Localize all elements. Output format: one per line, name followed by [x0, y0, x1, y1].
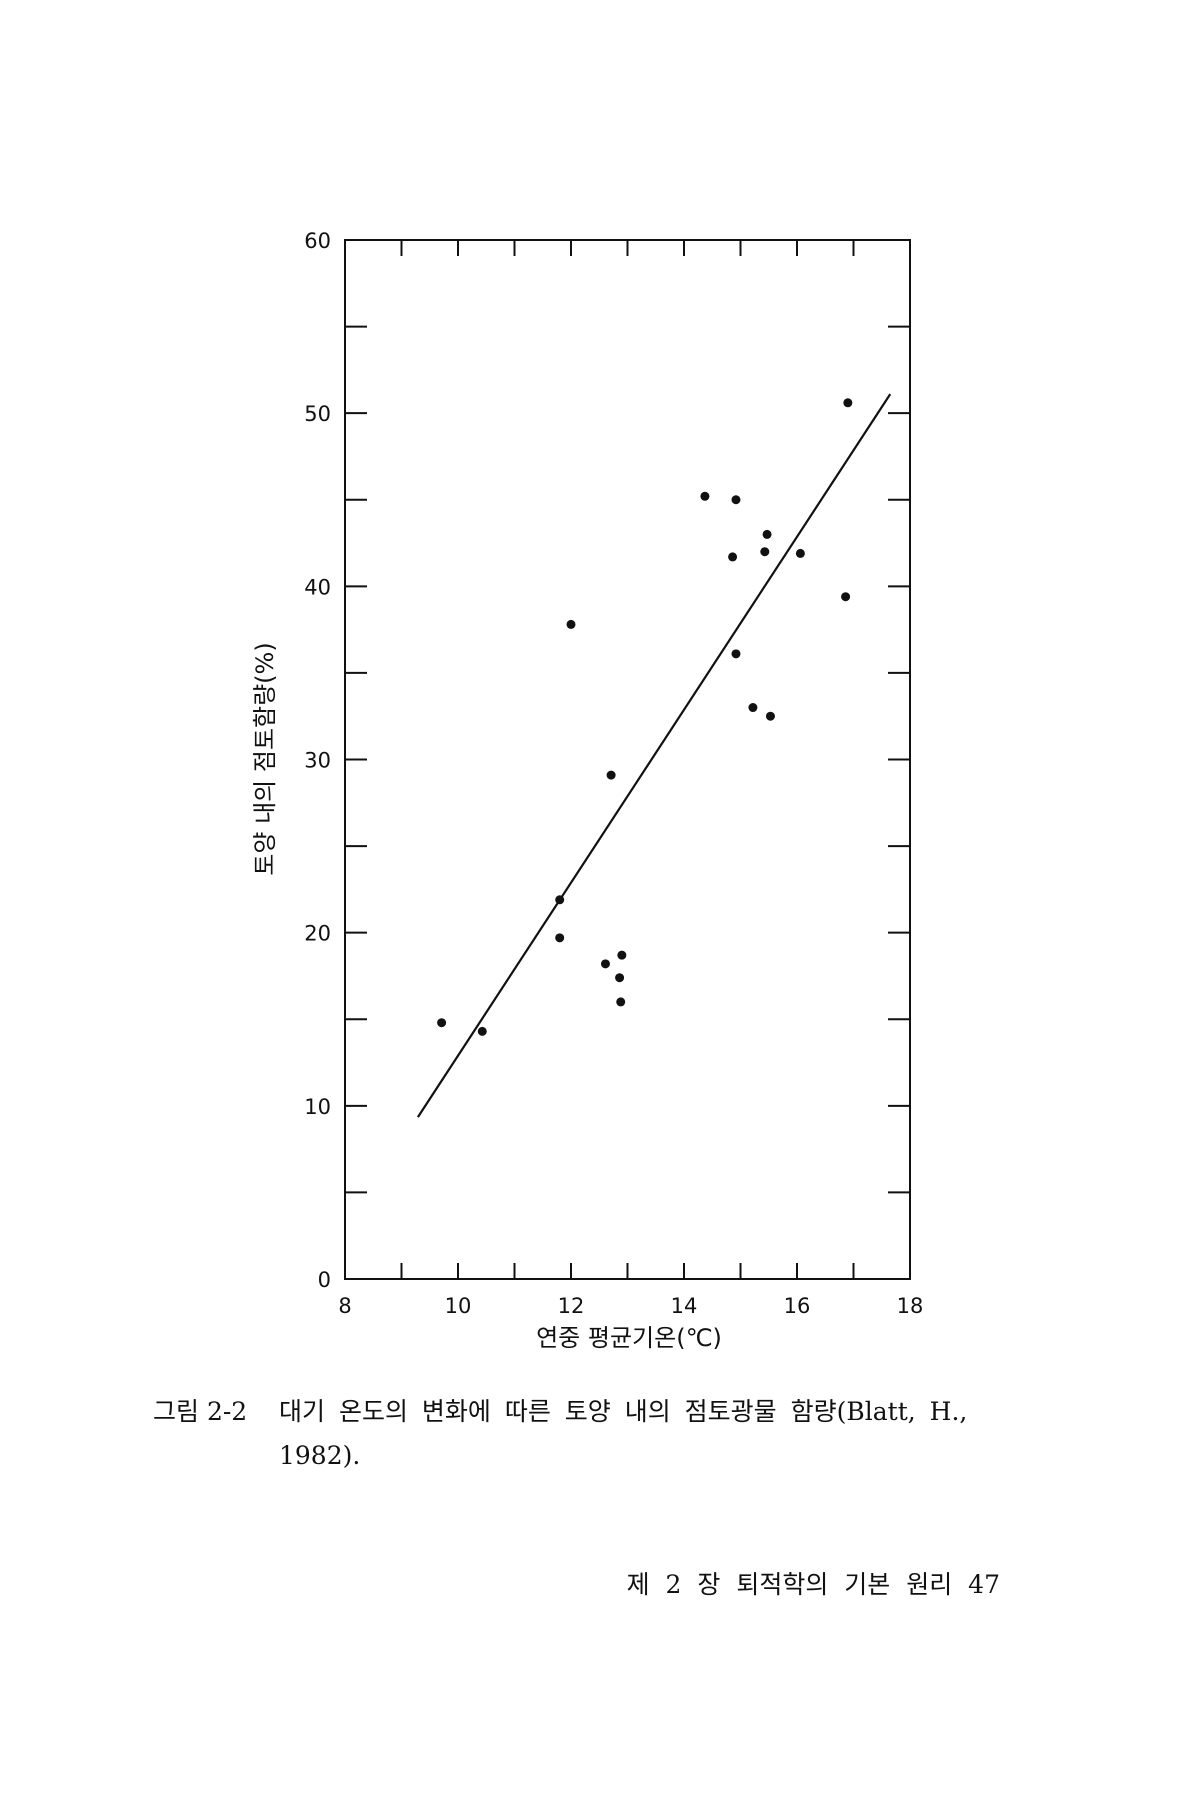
y-tick-label: 0	[318, 1268, 331, 1292]
x-tick-label: 10	[445, 1294, 472, 1318]
data-point	[555, 933, 565, 943]
y-tick-label: 50	[304, 402, 331, 426]
x-tick-label: 14	[671, 1294, 698, 1318]
data-point	[617, 950, 627, 960]
x-tick-label: 18	[897, 1294, 924, 1318]
data-point	[437, 1018, 447, 1028]
data-point	[616, 997, 626, 1007]
x-tick-label: 8	[338, 1294, 351, 1318]
data-point	[731, 649, 741, 659]
data-point	[748, 703, 758, 713]
y-tick-label: 20	[304, 922, 331, 946]
data-point	[555, 895, 565, 905]
page-footer: 제 2 장 퇴적학의 기본 원리 47	[626, 1570, 1000, 1599]
data-point	[731, 495, 741, 505]
data-point	[841, 592, 851, 602]
y-tick-label: 30	[304, 749, 331, 773]
data-point	[795, 548, 805, 558]
plot-frame	[344, 239, 911, 1280]
data-point	[606, 770, 616, 780]
data-point	[615, 973, 625, 983]
caption-text: 대기 온도의 변화에 따른 토양 내의 점토광물 함량(Blatt, H., 1…	[279, 1397, 968, 1470]
data-point	[700, 491, 710, 501]
trend-line	[416, 393, 892, 1118]
y-tick-label: 10	[304, 1095, 331, 1119]
x-tick-label: 12	[558, 1294, 585, 1318]
x-axis-label: 연중 평균기온(℃)	[536, 1324, 722, 1352]
data-point	[843, 398, 853, 408]
caption: 그림 2-2 대기 온도의 변화에 따른 토양 내의 점토광물 함량(Blatt…	[153, 1390, 1053, 1478]
data-point	[600, 959, 610, 969]
caption-label: 그림 2-2	[153, 1397, 248, 1426]
data-point	[477, 1026, 487, 1036]
data-point	[566, 619, 576, 629]
data-point	[762, 529, 772, 539]
data-point	[728, 552, 738, 562]
y-axis-label: 토양 내의 점토함량(%)	[251, 642, 279, 875]
y-tick-label: 60	[304, 229, 331, 253]
y-tick-label: 40	[304, 575, 331, 599]
data-point	[760, 547, 770, 557]
data-point	[765, 711, 775, 721]
x-tick-label: 16	[784, 1294, 811, 1318]
